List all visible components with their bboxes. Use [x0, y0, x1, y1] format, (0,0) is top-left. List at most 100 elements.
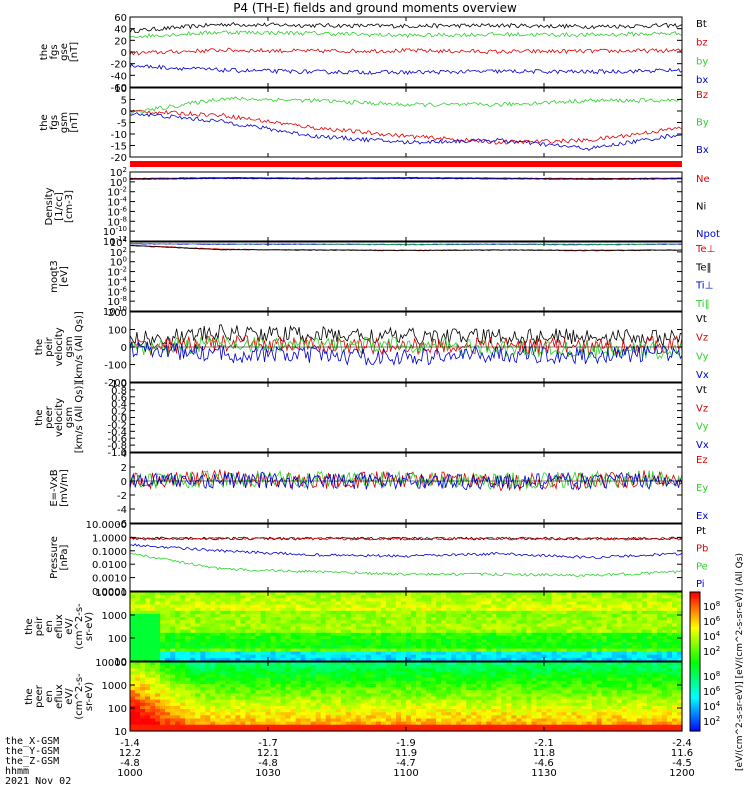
heatmap-cell [240, 690, 246, 694]
heatmap-cell [561, 690, 568, 694]
heatmap-cell [561, 693, 568, 698]
heatmap-cell [255, 598, 262, 602]
heatmap-cell [380, 724, 387, 729]
heatmap-cell [135, 712, 141, 716]
heatmap-cell [345, 620, 352, 624]
heatmap-cell [350, 684, 357, 688]
heatmap-cell [436, 614, 442, 618]
heatmap-cell [135, 696, 141, 701]
heatmap-cell [390, 684, 397, 688]
heatmap-cell [451, 709, 457, 713]
heatmap-cell [200, 604, 206, 609]
heatmap-cell [426, 727, 432, 732]
heatmap-cell [536, 632, 543, 637]
heatmap-cell [486, 680, 492, 685]
heatmap-cell [566, 727, 573, 732]
heatmap-cell [365, 598, 372, 602]
heatmap-cell [561, 680, 568, 685]
heatmap-cell [250, 614, 256, 618]
heatmap-cell [606, 645, 613, 649]
y-axis-label: [km/s (All Qs)] [74, 382, 85, 454]
heatmap-cell [345, 595, 352, 599]
heatmap-cell [441, 712, 447, 716]
heatmap-cell [556, 617, 563, 621]
heatmap-cell [661, 639, 668, 643]
heatmap-cell [310, 715, 317, 719]
heatmap-cell [185, 671, 191, 676]
heatmap-cell [506, 635, 512, 640]
heatmap-cell [471, 635, 477, 640]
heatmap-cell [621, 598, 628, 602]
heatmap-cell [546, 610, 553, 615]
heatmap-cell [285, 727, 292, 732]
heatmap-cell [566, 680, 573, 685]
heatmap-cell [591, 727, 598, 732]
heatmap-cell [305, 614, 312, 618]
heatmap-cell [471, 648, 477, 653]
heatmap-cell [581, 687, 588, 691]
heatmap-cell [456, 705, 462, 710]
heatmap-cell [677, 620, 683, 624]
heatmap-cell [180, 601, 186, 606]
heatmap-cell [215, 654, 221, 659]
heatmap-cell [666, 604, 673, 609]
heatmap-cell [621, 665, 628, 669]
heatmap-cell [225, 607, 231, 612]
heatmap-cell [180, 614, 186, 618]
heatmap-cell [140, 696, 146, 701]
heatmap-cell [295, 657, 302, 662]
heatmap-cell [330, 642, 337, 646]
y-axis-label: moqt3 [49, 260, 60, 293]
heatmap-cell [511, 684, 517, 688]
heatmap-cell [451, 657, 457, 662]
heatmap-cell [511, 677, 517, 682]
heatmap-cell [340, 712, 347, 716]
heatmap-cell [611, 727, 618, 732]
heatmap-cell [290, 607, 297, 612]
heatmap-cell [325, 705, 332, 710]
heatmap-cell [601, 635, 608, 640]
heatmap-cell [436, 632, 442, 637]
heatmap-cell [486, 668, 492, 672]
heatmap-cell [185, 712, 191, 716]
heatmap-cell [651, 604, 658, 609]
heatmap-cell [315, 595, 322, 599]
heatmap-cell [220, 718, 226, 723]
heatmap-cell [190, 677, 196, 682]
heatmap-cell [205, 645, 211, 649]
heatmap-cell [155, 598, 161, 602]
heatmap-cell [406, 614, 412, 618]
heatmap-cell [355, 709, 362, 713]
heatmap-cell [325, 598, 332, 602]
heatmap-cell [365, 639, 372, 643]
heatmap-cell [586, 607, 593, 612]
heatmap-cell [436, 687, 442, 691]
heatmap-cell [471, 614, 477, 618]
heatmap-cell [205, 684, 211, 688]
heatmap-cell [521, 620, 527, 624]
heatmap-cell [270, 620, 277, 624]
heatmap-cell [521, 642, 527, 646]
heatmap-cell [195, 592, 201, 596]
heatmap-cell [421, 645, 427, 649]
heatmap-cell [215, 645, 221, 649]
heatmap-cell [170, 677, 176, 682]
heatmap-cell [441, 617, 447, 621]
heatmap-cell [401, 709, 407, 713]
heatmap-cell [401, 617, 407, 621]
heatmap-cell [180, 684, 186, 688]
heatmap-cell [380, 674, 387, 679]
heatmap-cell [295, 614, 302, 618]
heatmap-cell [416, 696, 422, 701]
heatmap-cell [210, 648, 216, 653]
heatmap-cell [320, 671, 327, 676]
heatmap-cell [466, 665, 472, 669]
heatmap-cell [260, 721, 267, 726]
heatmap-cell [556, 592, 563, 596]
heatmap-cell [501, 639, 507, 643]
heatmap-cell [305, 684, 312, 688]
heatmap-cell [240, 671, 246, 676]
heatmap-cell [155, 674, 161, 679]
heatmap-cell [496, 684, 502, 688]
series-line-Pt [129, 536, 683, 541]
